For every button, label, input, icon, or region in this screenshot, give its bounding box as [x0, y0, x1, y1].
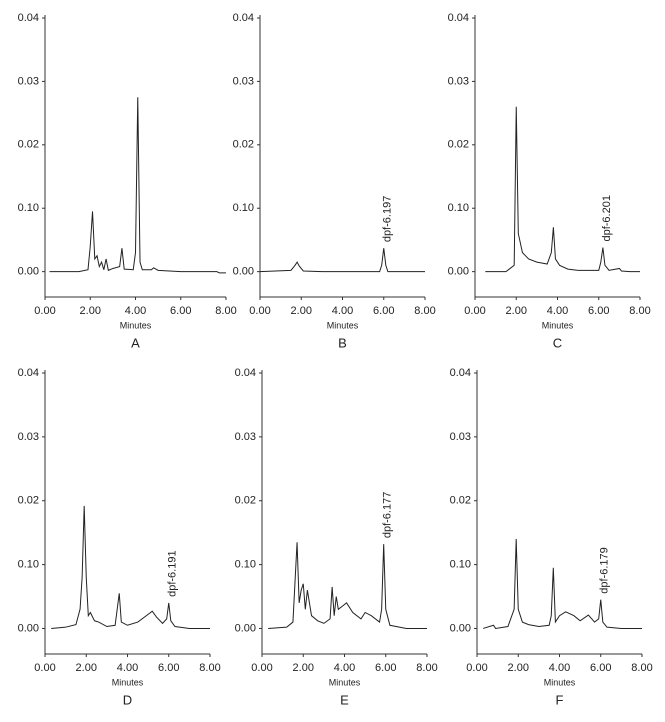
x-tick-label: 6.00	[590, 662, 611, 674]
y-tick-label: 0.02	[18, 495, 39, 507]
y-tick-label: 0.02	[448, 139, 469, 151]
x-tick-label: 2.00	[293, 662, 314, 674]
y-tick-label: 0.04	[18, 12, 39, 24]
x-tick-label: 6.00	[158, 662, 179, 674]
x-tick-label: 2.00	[76, 662, 97, 674]
trace	[259, 248, 425, 273]
trace	[485, 106, 640, 273]
y-tick-label: 0.00	[18, 622, 39, 634]
chromatogram-panel: 0.00 0.10 0.02 0.03 0.04 0.00 2.00 4.00 6.00 8.00…	[448, 12, 651, 351]
y-tick-label: 0.03	[233, 75, 254, 87]
chromatogram-panel: 0.00 0.10 0.02 0.03 0.04 0.00 2.00 4.00 6.00 8.00…	[450, 367, 653, 708]
y-tick-label: 0.00	[448, 266, 469, 278]
y-tick-label: 0.03	[450, 431, 471, 443]
x-tick-label: 8.00	[631, 662, 652, 674]
panel-caption: A	[131, 335, 140, 350]
x-axis-label: Minutes	[544, 677, 576, 687]
x-tick-label: 8.00	[215, 305, 236, 317]
x-tick-label: 2.00	[506, 305, 527, 317]
x-tick-label: 4.00	[332, 305, 353, 317]
y-tick-label: 0.00	[235, 622, 256, 634]
y-tick-label: 0.10	[18, 202, 39, 214]
y-tick-label: 0.00	[233, 266, 254, 278]
panel-caption: B	[338, 335, 347, 350]
peak-annotation: dpf-6.191	[167, 550, 179, 596]
x-tick-label: 8.00	[416, 662, 437, 674]
y-tick-label: 0.03	[448, 75, 469, 87]
y-tick-label: 0.04	[450, 367, 471, 379]
y-tick-label: 0.02	[18, 139, 39, 151]
chromatogram-panel: 0.00 0.10 0.02 0.03 0.04 0.00 2.00 4.00 6.00 8.00…	[233, 12, 436, 351]
y-tick-label: 0.00	[18, 266, 39, 278]
x-tick-label: 6.00	[588, 305, 609, 317]
peak-annotation: dpf-6.179	[599, 547, 611, 593]
x-tick-label: 8.00	[414, 305, 435, 317]
y-tick-label: 0.10	[450, 558, 471, 570]
x-tick-label: 0.00	[251, 662, 272, 674]
chromatogram-panel: 0.00 0.10 0.02 0.03 0.04 0.00 2.00 4.00 6.00 8.00…	[18, 367, 221, 708]
trace	[51, 505, 210, 629]
y-tick-label: 0.10	[18, 558, 39, 570]
y-tick-label: 0.04	[18, 367, 39, 379]
x-tick-label: 0.00	[34, 662, 55, 674]
y-tick-label: 0.10	[235, 558, 256, 570]
trace	[49, 97, 226, 274]
x-tick-label: 0.00	[249, 305, 270, 317]
peak-annotation: dpf-6.197	[382, 196, 394, 242]
x-tick-label: 4.00	[125, 305, 146, 317]
chromatogram-panel: 0.00 0.10 0.02 0.03 0.04 0.00 2.00 4.00 6.00 8.00…	[18, 12, 237, 351]
panel-caption: C	[553, 335, 562, 350]
x-tick-label: 4.00	[549, 662, 570, 674]
x-axis-label: Minutes	[112, 677, 144, 687]
chromatogram-panel: 0.00 0.10 0.02 0.03 0.04 0.00 2.00 4.00 6.00 8.00…	[235, 367, 438, 708]
y-tick-label: 0.02	[235, 495, 256, 507]
x-tick-label: 6.00	[170, 305, 191, 317]
panel-caption: D	[123, 692, 132, 707]
x-tick-label: 0.00	[34, 305, 55, 317]
x-tick-label: 6.00	[375, 662, 396, 674]
y-tick-label: 0.02	[450, 495, 471, 507]
x-axis-label: Minutes	[329, 677, 361, 687]
trace	[483, 539, 642, 629]
x-tick-label: 8.00	[629, 305, 650, 317]
peak-annotation: dpf-6.177	[382, 492, 394, 538]
y-tick-label: 0.10	[233, 202, 254, 214]
x-tick-label: 2.00	[508, 662, 529, 674]
x-tick-label: 0.00	[466, 662, 487, 674]
y-tick-label: 0.02	[233, 139, 254, 151]
x-axis-label: Minutes	[327, 320, 359, 330]
peak-annotation: dpf-6.201	[601, 195, 613, 241]
x-axis-label: Minutes	[120, 320, 152, 330]
x-tick-label: 2.00	[80, 305, 101, 317]
panel-caption: E	[340, 692, 349, 707]
y-tick-label: 0.03	[235, 431, 256, 443]
x-tick-label: 4.00	[334, 662, 355, 674]
panel-caption: F	[556, 692, 564, 707]
x-axis-label: Minutes	[542, 320, 574, 330]
y-tick-label: 0.03	[18, 75, 39, 87]
y-tick-label: 0.04	[233, 12, 254, 24]
trace	[268, 542, 427, 629]
x-tick-label: 0.00	[464, 305, 485, 317]
x-tick-label: 4.00	[547, 305, 568, 317]
y-tick-label: 0.10	[448, 202, 469, 214]
y-tick-label: 0.03	[18, 431, 39, 443]
x-tick-label: 8.00	[199, 662, 220, 674]
y-tick-label: 0.04	[448, 12, 469, 24]
x-tick-label: 2.00	[291, 305, 312, 317]
x-tick-label: 6.00	[373, 305, 394, 317]
y-tick-label: 0.00	[450, 622, 471, 634]
x-tick-label: 4.00	[117, 662, 138, 674]
y-tick-label: 0.04	[235, 367, 256, 379]
